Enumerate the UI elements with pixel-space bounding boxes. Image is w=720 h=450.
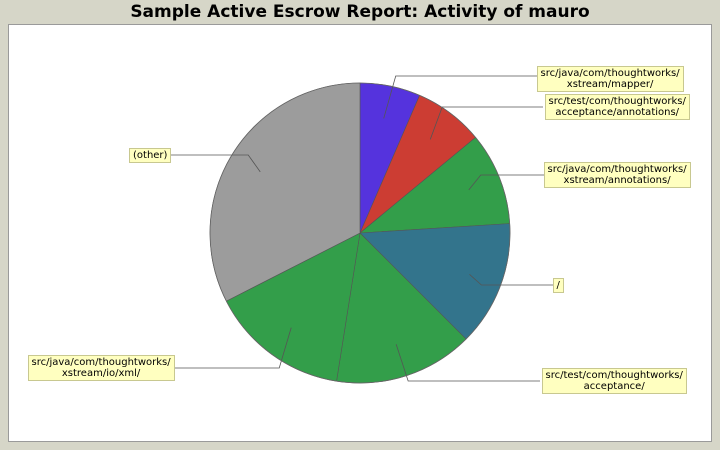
slice-label: src/test/com/thoughtworks/ acceptance/an… — [544, 94, 690, 120]
leader-line — [168, 154, 261, 173]
slice-label: src/java/com/thoughtworks/ xstream/io/xm… — [27, 355, 175, 381]
slice-label: / — [552, 277, 564, 293]
slice-label: src/test/com/thoughtworks/ acceptance/ — [541, 368, 687, 394]
leader-line — [174, 327, 292, 369]
leader-line — [468, 174, 550, 191]
leader-line — [395, 344, 540, 382]
leader-line — [469, 274, 553, 286]
chart-title: Sample Active Escrow Report: Activity of… — [130, 2, 590, 22]
leader-line — [429, 106, 543, 140]
slice-label: src/java/com/thoughtworks/ xstream/annot… — [543, 162, 691, 188]
slice-label: (other) — [129, 147, 172, 163]
slice-label: src/java/com/thoughtworks/ xstream/mappe… — [536, 66, 684, 92]
leader-line — [383, 75, 538, 119]
pie-outline — [209, 82, 511, 384]
